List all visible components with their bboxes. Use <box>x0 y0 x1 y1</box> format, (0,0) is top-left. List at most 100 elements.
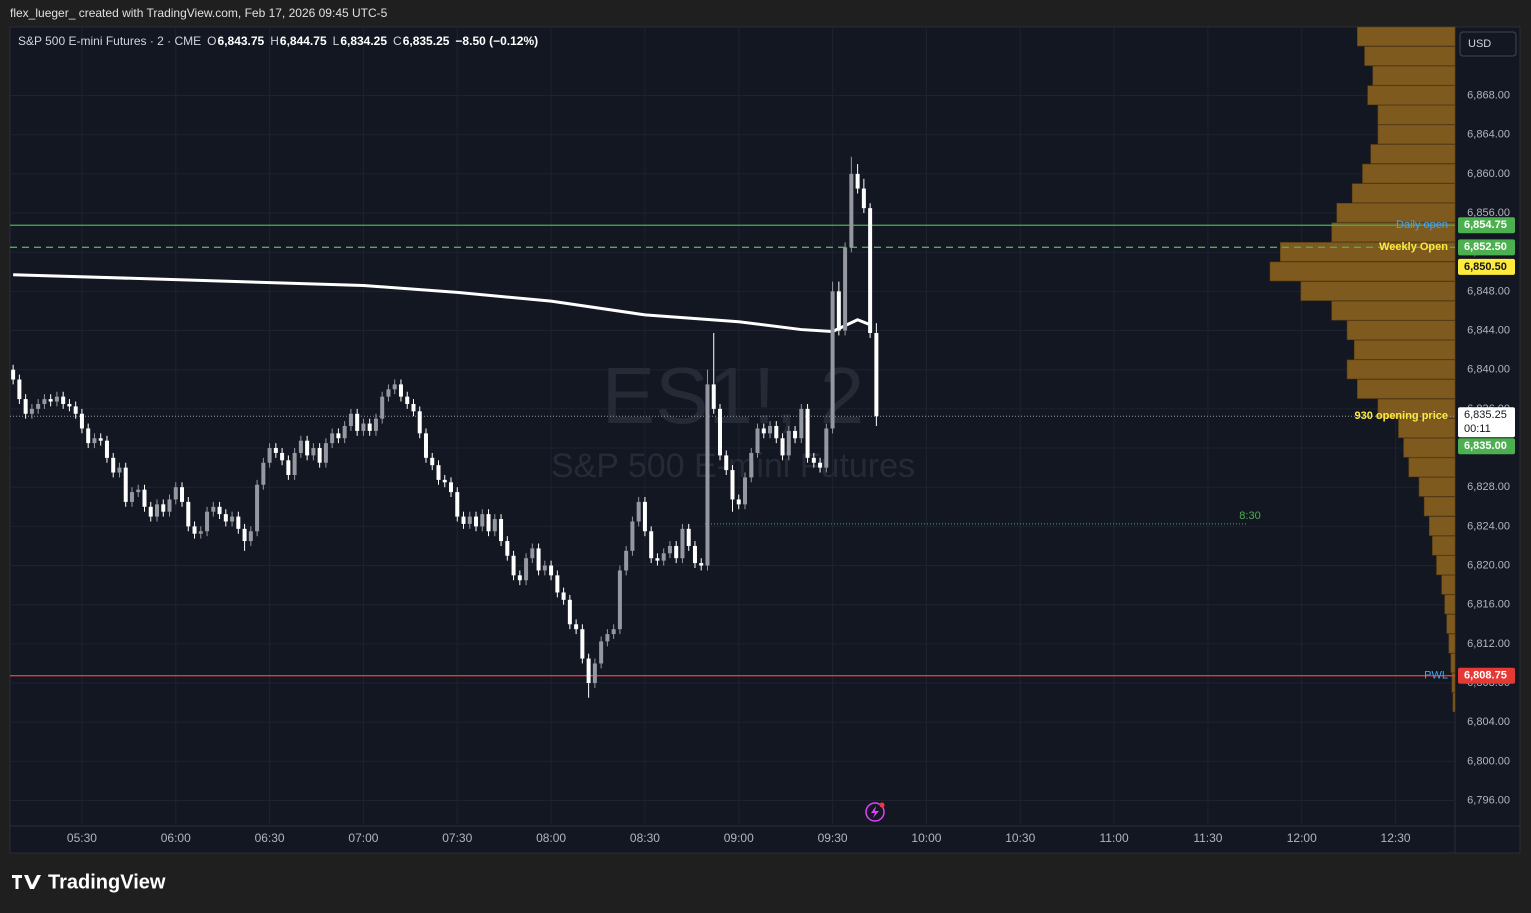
ohlc-key: C <box>393 34 402 48</box>
candle-body <box>161 504 166 512</box>
level-name: 930 opening price <box>1354 410 1448 422</box>
profile-bar <box>1452 692 1456 713</box>
last-price-badge <box>1458 407 1515 438</box>
x-tick-label: 10:30 <box>1005 831 1035 845</box>
candle-body <box>223 514 228 522</box>
candle-body <box>849 173 854 248</box>
ohlc-value: 6,834.25 <box>340 34 387 48</box>
candle-body <box>186 501 191 527</box>
candle-body <box>580 629 585 659</box>
candle-body <box>29 408 34 414</box>
candle-body <box>586 658 591 684</box>
x-tick-label: 07:30 <box>442 831 472 845</box>
profile-bar <box>1351 183 1456 203</box>
y-tick-label: 6,856.00 <box>1467 207 1510 219</box>
candle-body <box>104 440 109 458</box>
candle-body <box>17 379 22 400</box>
candle-body <box>217 506 222 515</box>
candle-body <box>824 428 829 468</box>
currency-button[interactable] <box>1459 31 1517 57</box>
candle-body <box>874 332 879 417</box>
candle-body <box>167 499 172 512</box>
y-tick-label: 6,860.00 <box>1467 168 1510 180</box>
candle-body <box>449 482 454 493</box>
ohlc-legend: O 6,843.75 H 6,844.75 L 6,834.25 C 6,835.25 −8.5… <box>207 34 538 48</box>
candle-body <box>286 460 291 475</box>
y-tick-label: 6,844.00 <box>1467 324 1510 336</box>
candle-body <box>398 384 403 397</box>
level-name: PWL <box>1424 670 1448 682</box>
profile-bar <box>1336 202 1456 223</box>
candle-body <box>592 663 597 684</box>
profile-bar <box>1357 26 1456 47</box>
profile-bar <box>1436 555 1456 576</box>
candle-body <box>392 384 397 390</box>
candle-body <box>42 399 47 404</box>
event-bolt <box>871 806 879 818</box>
level-badge <box>1458 217 1515 234</box>
ohlc-value: 6,843.75 <box>218 34 265 48</box>
x-tick-label: 08:30 <box>630 831 660 845</box>
candle-body <box>780 438 785 456</box>
x-tick-label: 08:00 <box>536 831 566 845</box>
y-tick-label: 6,828.00 <box>1467 481 1510 493</box>
x-tick-label: 06:00 <box>161 831 191 845</box>
candle-body <box>180 487 185 502</box>
candle-body <box>736 499 741 505</box>
candle-body <box>255 484 260 532</box>
candle-body <box>692 545 697 564</box>
candle-body <box>236 516 241 529</box>
level-badge-label: 6,850.50 <box>1464 261 1507 273</box>
candle-body <box>755 428 760 453</box>
candle-body <box>267 448 272 463</box>
candle-body <box>799 408 804 439</box>
candle-body <box>273 448 278 453</box>
candle-body <box>248 531 253 542</box>
candle-body <box>667 545 672 554</box>
candle-body <box>342 426 347 439</box>
candle-body <box>624 550 629 571</box>
candle-body <box>436 465 441 480</box>
x-tick-label: 11:00 <box>1100 831 1129 845</box>
candle-body <box>305 440 310 456</box>
profile-bar <box>1429 516 1456 536</box>
event-icon[interactable] <box>865 802 885 822</box>
candle-body <box>280 452 285 461</box>
y-tick-label: 6,848.00 <box>1467 285 1510 297</box>
candle-body <box>768 426 773 434</box>
candle-body <box>599 641 604 664</box>
candle-body <box>98 438 103 441</box>
candle-body <box>361 423 366 431</box>
candle-body <box>511 555 516 576</box>
last-price-label: 6,835.25 <box>1464 409 1507 421</box>
candle-body <box>530 548 535 559</box>
candle-body <box>536 548 541 571</box>
x-tick-label: 06:30 <box>255 831 285 845</box>
candle-body <box>474 516 479 527</box>
candle-body <box>23 399 28 414</box>
y-tick-label: 6,840.00 <box>1467 364 1510 376</box>
profile-bar <box>1432 535 1456 556</box>
profile-bar <box>1377 124 1456 145</box>
y-tick-label: 6,812.00 <box>1467 638 1510 650</box>
attribution: flex_lueger_ created with TradingView.co… <box>10 6 388 20</box>
profile-bar <box>1372 65 1456 86</box>
brand: TradingView <box>48 871 166 893</box>
candle-body <box>198 531 203 534</box>
candle-body <box>555 575 560 593</box>
candle-body <box>642 501 647 532</box>
candle-body <box>430 457 435 466</box>
vwap-line <box>13 273 871 334</box>
candle-body <box>630 521 635 551</box>
candle-body <box>830 291 835 429</box>
level-name: Weekly Open <box>1379 241 1448 253</box>
candle-body <box>348 413 353 427</box>
level-badge <box>1458 667 1515 684</box>
candle-body <box>67 403 72 407</box>
candle-body <box>455 492 460 517</box>
candle-body <box>355 413 360 431</box>
candle-body <box>486 514 491 532</box>
candle-body <box>793 430 798 439</box>
candle-body <box>480 514 485 527</box>
